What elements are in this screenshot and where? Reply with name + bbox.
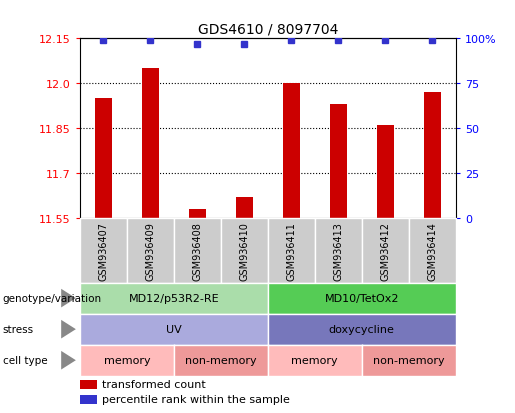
Text: MD12/p53R2-RE: MD12/p53R2-RE xyxy=(129,293,219,304)
Text: cell type: cell type xyxy=(3,355,47,366)
Polygon shape xyxy=(61,289,76,308)
Text: non-memory: non-memory xyxy=(185,355,256,366)
Bar xyxy=(189,210,205,219)
FancyBboxPatch shape xyxy=(315,219,362,283)
Bar xyxy=(330,105,347,219)
Text: non-memory: non-memory xyxy=(373,355,444,366)
Text: GSM936412: GSM936412 xyxy=(380,221,390,280)
Text: GSM936414: GSM936414 xyxy=(427,221,437,280)
FancyBboxPatch shape xyxy=(362,219,409,283)
Bar xyxy=(142,69,159,219)
FancyBboxPatch shape xyxy=(174,219,221,283)
Text: transformed count: transformed count xyxy=(102,380,206,389)
Text: GSM936407: GSM936407 xyxy=(98,221,108,280)
Text: stress: stress xyxy=(3,324,33,335)
Text: GSM936410: GSM936410 xyxy=(239,221,249,280)
Bar xyxy=(80,395,97,404)
Bar xyxy=(236,198,252,219)
Text: memory: memory xyxy=(291,355,338,366)
FancyBboxPatch shape xyxy=(409,219,456,283)
Text: GSM936413: GSM936413 xyxy=(333,221,344,280)
Bar xyxy=(424,93,440,219)
FancyBboxPatch shape xyxy=(268,219,315,283)
Bar xyxy=(95,99,112,219)
Polygon shape xyxy=(61,320,76,339)
Text: percentile rank within the sample: percentile rank within the sample xyxy=(102,394,290,404)
FancyBboxPatch shape xyxy=(221,219,268,283)
Bar xyxy=(283,84,300,219)
Text: UV: UV xyxy=(166,324,182,335)
Text: genotype/variation: genotype/variation xyxy=(3,293,101,304)
Text: doxycycline: doxycycline xyxy=(329,324,394,335)
Text: GSM936408: GSM936408 xyxy=(192,221,202,280)
Text: GSM936411: GSM936411 xyxy=(286,221,296,280)
FancyBboxPatch shape xyxy=(80,219,127,283)
Bar xyxy=(80,380,97,389)
Text: GSM936409: GSM936409 xyxy=(145,221,156,280)
Title: GDS4610 / 8097704: GDS4610 / 8097704 xyxy=(198,23,338,37)
Bar xyxy=(377,126,393,219)
Text: MD10/TetOx2: MD10/TetOx2 xyxy=(324,293,399,304)
Text: memory: memory xyxy=(104,355,150,366)
FancyBboxPatch shape xyxy=(127,219,174,283)
Polygon shape xyxy=(61,351,76,370)
